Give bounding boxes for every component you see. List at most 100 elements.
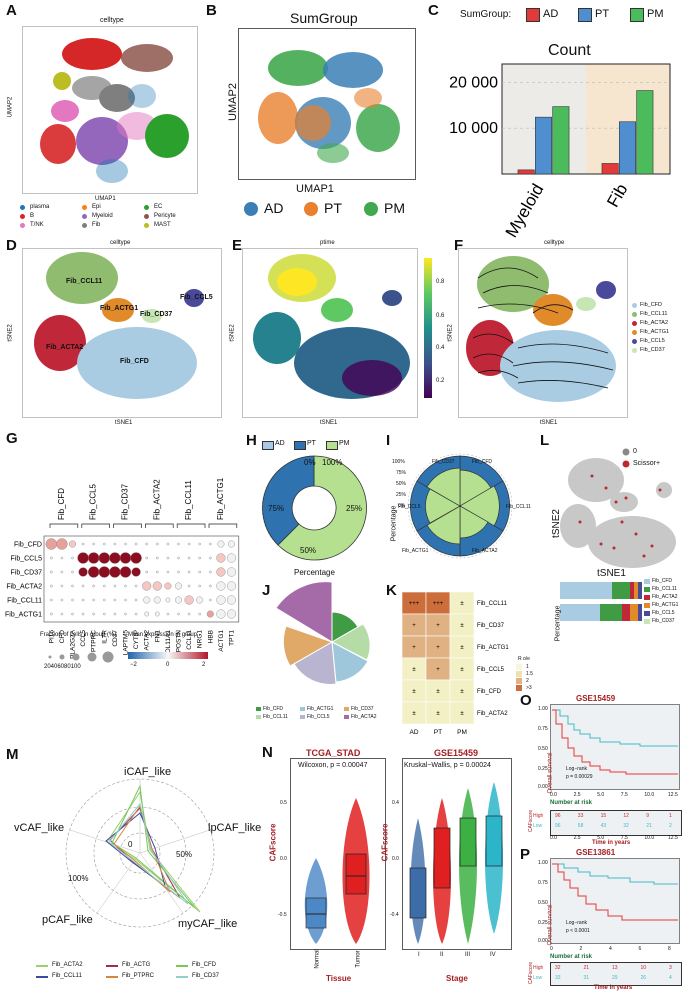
panel-e-ylabel: tSNE2 [229, 324, 236, 342]
x-tick-label: Myeloid [502, 181, 548, 241]
heatmap-cell-label: ± [436, 711, 440, 717]
dot [184, 595, 194, 605]
heatmap-cell-label: + [436, 623, 440, 629]
dot [174, 582, 182, 590]
legend-swatch [630, 8, 644, 22]
x-tick-label: 5.0 [597, 835, 605, 841]
panel-d-title: celltype [110, 240, 131, 246]
dot [187, 542, 191, 546]
legend-label: Fib_CCL11 [52, 973, 82, 979]
legend-dot [632, 321, 637, 326]
legend-swatch [256, 715, 261, 719]
panel-p-xlabel: Time in years [594, 985, 633, 991]
dot [216, 567, 226, 577]
legend-swatch [294, 441, 306, 450]
group-bracket [176, 523, 206, 528]
panel-o-km [550, 704, 680, 790]
dot [154, 611, 160, 617]
heatmap-col-label: AD [409, 729, 418, 736]
panel-m-axis-2: myCAF_like [178, 918, 238, 930]
panel-o-risk-table: High 96 33 15 12 9 1 Low 96 58 43 32 21 2 [533, 810, 682, 836]
panel-k-legend-2: 2 [526, 678, 529, 684]
dot [153, 596, 161, 604]
panel-n2-group-2: III [465, 952, 471, 958]
legend-dot [632, 348, 637, 353]
row-label: Fib_CCL5 [10, 556, 42, 563]
panel-label-b: B [206, 2, 217, 19]
dot [166, 556, 170, 560]
heatmap-row-label: Fib_CD37 [477, 623, 505, 629]
panel-b-xlabel: UMAP1 [296, 183, 334, 195]
panel-a-title: celltype [100, 17, 124, 24]
panel-i-ytick-1: 75% [396, 470, 407, 476]
panel-f-title: celltype [544, 240, 565, 246]
panel-g-color-bar [128, 652, 208, 659]
risk-value: 4 [669, 975, 672, 981]
dot [81, 542, 85, 546]
risk-value: 9 [646, 813, 649, 819]
panel-n1-group-0: Normal [314, 949, 321, 969]
heatmap-cell-label: ± [460, 601, 464, 607]
dot [166, 542, 170, 546]
panel-g-color-tick-1: 0 [166, 662, 170, 668]
panel-i-label-0: Fib_CD37 [432, 459, 455, 465]
x-tick-label: 0 [550, 946, 553, 952]
dot [113, 612, 117, 616]
legend-label: EC [154, 204, 163, 210]
legend-label: Fib_CCL11 [640, 311, 668, 317]
legend-label: AD [264, 200, 284, 216]
dot [198, 556, 201, 560]
dot [145, 542, 148, 546]
x-tick-label: 10.0 [644, 835, 655, 841]
panel-f-xlabel: tSNE1 [540, 420, 558, 426]
dot [92, 612, 95, 616]
panel-a-legend: plasma Epi EC B Myeloid Pericyte T/NK Fib MAST [20, 204, 200, 232]
dot [187, 570, 191, 574]
legend-line [176, 976, 188, 978]
risk-value: 15 [600, 813, 607, 819]
gene-label: CFD [59, 630, 66, 644]
panel-p-ytick-1: 0.75 [538, 880, 548, 886]
panel-h-label-1: 100% [322, 458, 343, 467]
legend-label: plasma [30, 204, 50, 210]
legend-dot [144, 214, 149, 219]
panel-o-xticks: 0.0 2.5 5.0 7.5 10.0 12.5 [550, 792, 680, 800]
risk-value: 33 [577, 813, 584, 819]
panel-l-xlabel: tSNE1 [597, 568, 626, 579]
dot [177, 556, 180, 560]
group-bracket [208, 523, 238, 528]
panel-label-h: H [246, 432, 257, 449]
legend-title: SumGroup: [460, 9, 512, 20]
panel-h-label-0: 0% [304, 458, 316, 467]
panel-i-ytick-2: 50% [396, 481, 407, 487]
panel-n1-ytick-0: 0.5 [280, 800, 287, 806]
panel-i-label-5: Fib_ACTA2 [472, 548, 498, 554]
dot [166, 570, 170, 574]
panel-h-label-3: 25% [346, 504, 363, 513]
legend-label: Fib [92, 222, 101, 228]
panel-n2-test: Kruskal−Wallis, p = 0.00024 [404, 762, 491, 769]
heatmap-cell-label: +++ [409, 601, 420, 607]
bar-ad-fib [601, 163, 619, 175]
panel-h-legend: AD PT PM [262, 440, 382, 452]
dot [134, 612, 138, 616]
panel-label-a: A [6, 2, 17, 19]
x-tick-label: 0.0 [550, 835, 557, 841]
legend-swatch [644, 611, 650, 616]
panel-b-legend: AD PT PM [244, 200, 424, 222]
panel-n1-plot [290, 758, 386, 950]
legend-label: Fib_CD37 [652, 618, 675, 624]
panel-g-color-tick-2: 2 [202, 662, 206, 668]
dot [226, 553, 237, 563]
panel-e-tick-1: 0.6 [436, 313, 445, 319]
panel-g-size-title: Fraction of cells in group (%) [40, 632, 117, 638]
dot [60, 584, 64, 588]
bar-pm-fib [636, 90, 654, 175]
legend-label: Fib_PTPRC [122, 973, 155, 979]
legend-label: Fib_CD37 [640, 347, 665, 353]
legend-label: T/NK [30, 222, 44, 228]
panel-e-title: ptime [320, 240, 335, 246]
legend-swatch [644, 595, 650, 600]
legend-line [106, 965, 118, 967]
panel-p-title: GSE13861 [576, 848, 616, 857]
